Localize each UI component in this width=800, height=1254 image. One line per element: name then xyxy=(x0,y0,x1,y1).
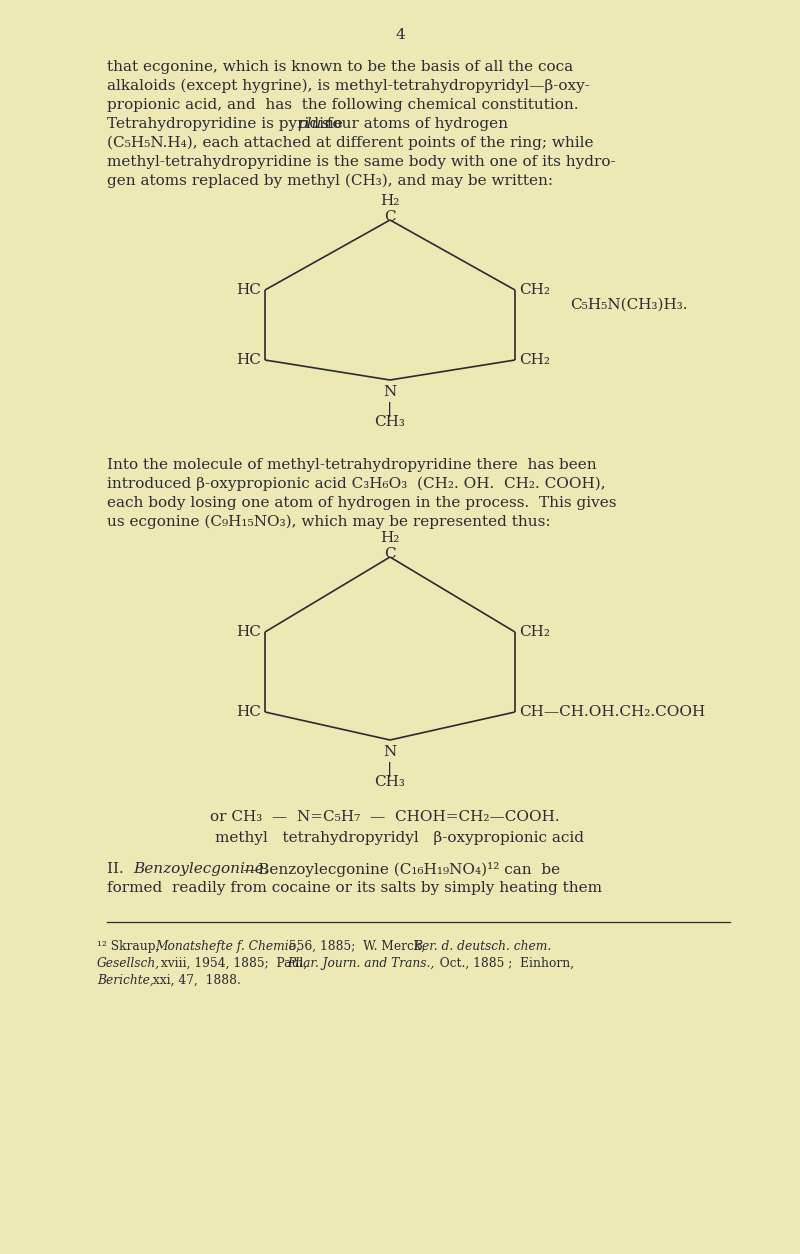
Text: xviii, 1954, 1885;  Paul,: xviii, 1954, 1885; Paul, xyxy=(157,957,311,971)
Text: H₂: H₂ xyxy=(380,194,400,208)
Text: 4: 4 xyxy=(395,28,405,41)
Text: Monatshefte f. Chemie,: Monatshefte f. Chemie, xyxy=(155,940,300,953)
Text: HC: HC xyxy=(236,283,261,297)
Text: or CH₃  —  N=C₅H₇  —  CHOH=CH₂—COOH.: or CH₃ — N=C₅H₇ — CHOH=CH₂—COOH. xyxy=(210,810,560,824)
Text: CH₃: CH₃ xyxy=(374,775,406,789)
Text: C: C xyxy=(384,209,396,224)
Text: HC: HC xyxy=(236,624,261,640)
Text: |: | xyxy=(387,403,393,418)
Text: N: N xyxy=(383,745,397,759)
Text: CH₃: CH₃ xyxy=(374,415,406,429)
Text: that ecgonine, which is known to be the basis of all the coca: that ecgonine, which is known to be the … xyxy=(107,60,573,74)
Text: alkaloids (except hygrine), is methyl-tetrahydropyridyl—β-oxy-: alkaloids (except hygrine), is methyl-te… xyxy=(107,79,590,93)
Text: formed  readily from cocaine or its salts by simply heating them: formed readily from cocaine or its salts… xyxy=(107,882,602,895)
Text: methyl-tetrahydropyridine is the same body with one of its hydro-: methyl-tetrahydropyridine is the same bo… xyxy=(107,155,616,169)
Text: methyl   tetrahydropyridyl   β-oxypropionic acid: methyl tetrahydropyridyl β-oxypropionic … xyxy=(215,831,584,845)
Text: Benzoylecgonine.: Benzoylecgonine. xyxy=(133,861,269,877)
Text: Oct., 1885 ;  Einhorn,: Oct., 1885 ; Einhorn, xyxy=(432,957,574,971)
Text: propionic acid, and  has  the following chemical constitution.: propionic acid, and has the following ch… xyxy=(107,98,578,112)
Text: each body losing one atom of hydrogen in the process.  This gives: each body losing one atom of hydrogen in… xyxy=(107,497,617,510)
Text: N: N xyxy=(383,385,397,399)
Text: CH₂: CH₂ xyxy=(519,624,550,640)
Text: Berichte,: Berichte, xyxy=(97,974,154,987)
Text: C₅H₅N(CH₃)H₃.: C₅H₅N(CH₃)H₃. xyxy=(570,298,687,312)
Text: ¹² Skraup,: ¹² Skraup, xyxy=(97,940,163,953)
Text: H₂: H₂ xyxy=(380,530,400,545)
Text: introduced β-oxypropionic acid C₃H₆O₃  (CH₂. OH.  CH₂. COOH),: introduced β-oxypropionic acid C₃H₆O₃ (C… xyxy=(107,477,606,492)
Text: Gesellsch,: Gesellsch, xyxy=(97,957,160,971)
Text: four atoms of hydrogen: four atoms of hydrogen xyxy=(322,117,508,130)
Text: C: C xyxy=(384,547,396,561)
Text: CH—CH.OH.CH₂.COOH: CH—CH.OH.CH₂.COOH xyxy=(519,705,706,719)
Text: CH₂: CH₂ xyxy=(519,352,550,367)
Text: CH₂: CH₂ xyxy=(519,283,550,297)
Text: 556, 1885;  W. Merck,: 556, 1885; W. Merck, xyxy=(285,940,429,953)
Text: Ber. d. deutsch. chem.: Ber. d. deutsch. chem. xyxy=(413,940,551,953)
Text: —Benzoylecgonine (C₁₆H₁₉NO₄)¹² can  be: —Benzoylecgonine (C₁₆H₁₉NO₄)¹² can be xyxy=(243,861,560,877)
Text: HC: HC xyxy=(236,705,261,719)
Text: (C₅H₅N.H₄), each attached at different points of the ring; while: (C₅H₅N.H₄), each attached at different p… xyxy=(107,135,594,150)
Text: us ecgonine (C₉H₁₅NO₃), which may be represented thus:: us ecgonine (C₉H₁₅NO₃), which may be rep… xyxy=(107,515,550,529)
Text: HC: HC xyxy=(236,352,261,367)
Text: gen atoms replaced by methyl (CH₃), and may be written:: gen atoms replaced by methyl (CH₃), and … xyxy=(107,174,553,188)
Text: Phar. Journ. and Trans.,: Phar. Journ. and Trans., xyxy=(287,957,434,971)
Text: xxi, 47,  1888.: xxi, 47, 1888. xyxy=(149,974,241,987)
Text: |: | xyxy=(387,762,393,777)
Text: plus: plus xyxy=(298,117,330,130)
Text: Into the molecule of methyl-tetrahydropyridine there  has been: Into the molecule of methyl-tetrahydropy… xyxy=(107,458,597,472)
Text: II.: II. xyxy=(107,861,129,877)
Text: Tetrahydropyridine is pyridine: Tetrahydropyridine is pyridine xyxy=(107,117,348,130)
